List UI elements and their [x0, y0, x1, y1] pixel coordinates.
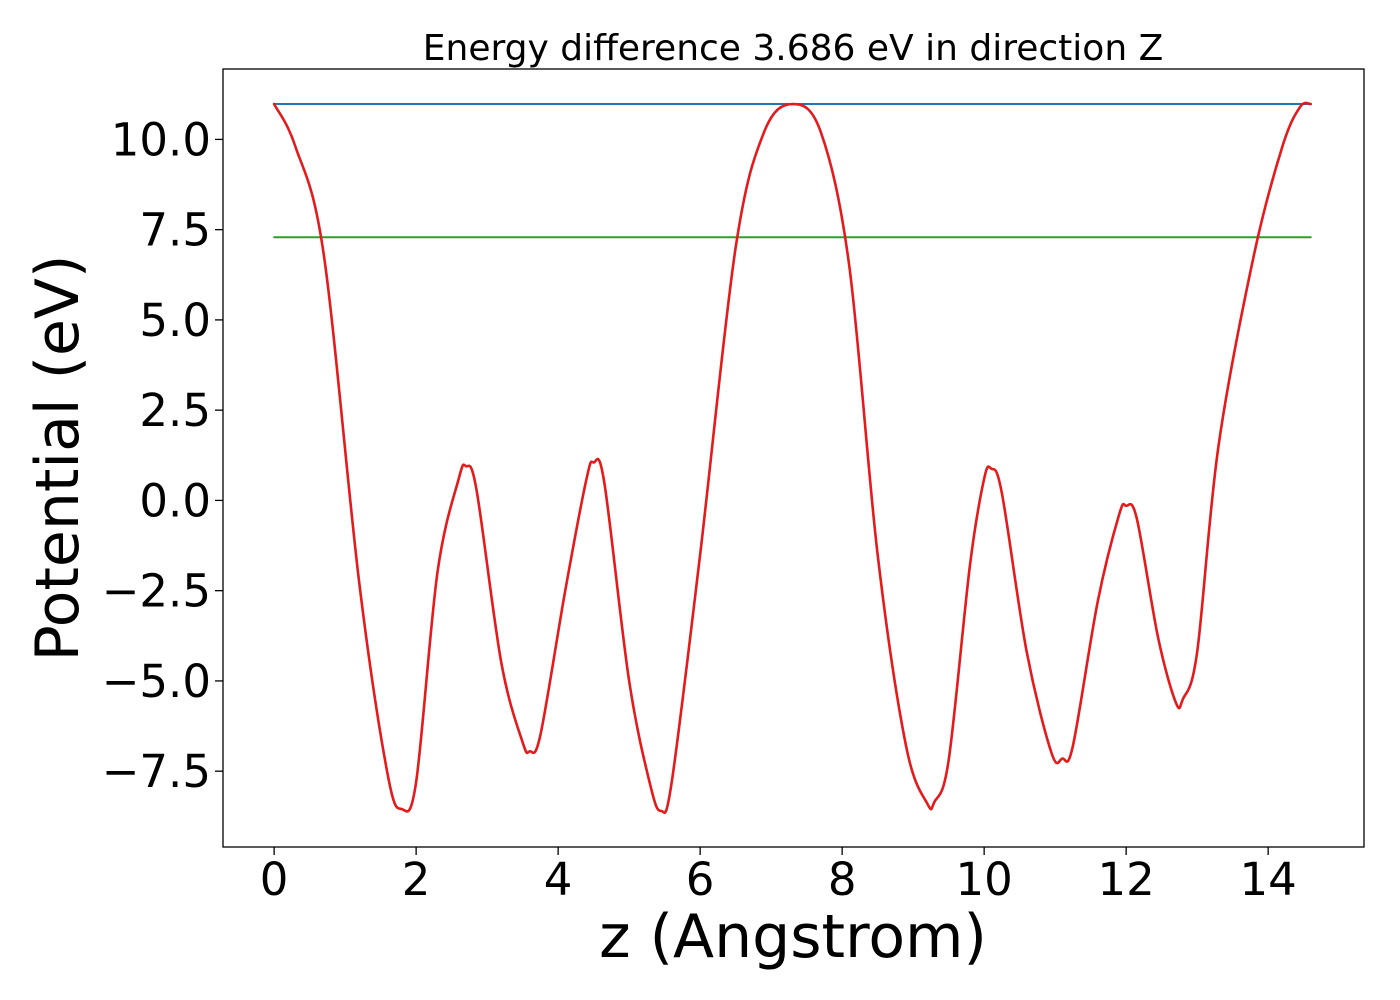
- x-tick-label: 4: [544, 853, 573, 906]
- y-tick-label: −2.5: [102, 565, 211, 618]
- x-tick-label: 8: [828, 853, 857, 906]
- y-tick-label: −7.5: [102, 745, 211, 798]
- y-tick-label: 2.5: [139, 384, 211, 437]
- x-axis: 0 2 4 6 8 10 12 14: [260, 847, 1297, 906]
- x-tick-label: 14: [1240, 853, 1297, 906]
- x-tick-label: 2: [402, 853, 431, 906]
- x-tick-label: 12: [1098, 853, 1155, 906]
- x-tick-label: 0: [260, 853, 289, 906]
- chart-title: Energy difference 3.686 eV in direction …: [423, 28, 1164, 69]
- plot-frame: [222, 68, 1365, 848]
- x-tick-label: 10: [956, 853, 1013, 906]
- y-tick-label: 10.0: [111, 113, 211, 166]
- x-tick-label: 6: [686, 853, 715, 906]
- y-axis: 10.0 7.5 5.0 2.5 0.0 −2.5 −5.0 −7.5: [102, 113, 223, 798]
- series-line-3: [272, 101, 1313, 815]
- y-tick-label: 7.5: [139, 204, 211, 257]
- y-tick-label: 0.0: [139, 474, 211, 527]
- plot-series: [272, 101, 1313, 815]
- y-tick-label: 5.0: [139, 294, 211, 347]
- x-axis-label: z (Angstrom): [599, 902, 987, 972]
- y-axis-label: Potential (eV): [23, 255, 93, 662]
- y-tick-label: −5.0: [102, 655, 211, 708]
